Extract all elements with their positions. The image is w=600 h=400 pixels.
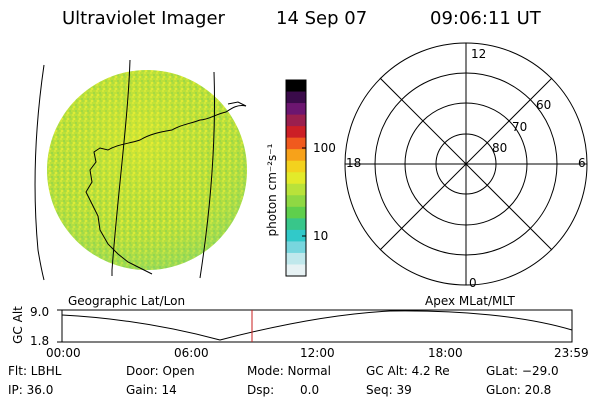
colorbar-swatch [286, 160, 306, 173]
time-tick-0: 00:00 [46, 346, 81, 360]
meridian-line [34, 64, 45, 281]
lat-label-70: 70 [512, 120, 528, 134]
y-max-label: 9.0 [30, 305, 50, 319]
y-min-label: 1.8 [30, 334, 50, 348]
colorbar-swatch [286, 114, 306, 127]
colorbar-unit-label: photon cm⁻²s⁻¹ [265, 143, 279, 237]
colorbar-swatch [286, 218, 306, 231]
mlt-label-12: 12 [471, 47, 487, 61]
time-label: 09:06:11 UT [430, 8, 541, 29]
ip-info: IP: 36.0 [8, 383, 54, 397]
colorbar-swatch [286, 206, 306, 219]
meridian-line [111, 59, 131, 276]
gain-info: Gain: 14 [126, 383, 177, 397]
colorbar-swatch [286, 103, 306, 116]
colorbar-swatch [286, 183, 306, 196]
mode-info: Mode: Normal [247, 364, 331, 378]
colorbar-swatch [286, 195, 306, 208]
mlt-label-18: 18 [346, 156, 362, 170]
door-info: Door: Open [126, 364, 195, 378]
dsp-label: Dsp: [247, 383, 275, 397]
date-label: 14 Sep 07 [276, 8, 368, 29]
time-tick-3: 18:00 [428, 346, 463, 360]
gc-alt-axis-label: GC Alt [11, 306, 25, 344]
colorbar-swatch [286, 172, 306, 185]
colorbar-swatch [286, 80, 306, 93]
gc-alt-info: GC Alt: 4.2 Re [366, 364, 450, 378]
glat-info: GLat: −29.0 [486, 364, 559, 378]
colorbar-swatch [286, 252, 306, 266]
filter-info: Flt: LBHL [8, 364, 62, 378]
colorbar-swatch [286, 149, 306, 162]
mlt-label-6: 6 [578, 156, 586, 170]
seq-info: Seq: 39 [366, 383, 412, 397]
mlt-label-0: 0 [469, 276, 477, 290]
colorbar [285, 79, 307, 277]
time-tick-2: 12:00 [300, 346, 335, 360]
colorbar-swatch [286, 229, 306, 243]
time-tick-4: 23:59 [554, 346, 589, 360]
colorbar-swatch [286, 264, 306, 277]
glon-info: GLon: 20.8 [486, 383, 552, 397]
apex-label: Apex MLat/MLT [425, 294, 515, 308]
colorbar-swatch [286, 91, 306, 104]
colorbar-swatch [286, 241, 306, 254]
colorbar-swatch [286, 126, 306, 139]
altitude-plot [57, 309, 573, 343]
lat-label-80: 80 [492, 141, 508, 155]
colorbar-border [285, 79, 307, 277]
lat-label-60: 60 [536, 98, 552, 112]
polar-grid [344, 42, 588, 286]
meridian-line [199, 71, 215, 279]
colorbar-swatch [286, 137, 306, 150]
colorbar-tick-10: 10 [313, 229, 329, 243]
coastline-outline [85, 105, 247, 275]
geographic-overlay [34, 59, 247, 281]
altitude-curve [61, 310, 573, 341]
time-tick-1: 06:00 [174, 346, 209, 360]
instrument-title: Ultraviolet Imager [62, 8, 225, 29]
coastline-outline [227, 101, 247, 107]
dsp-value: 0.0 [300, 383, 320, 397]
colorbar-tick-100: 100 [313, 141, 336, 155]
uv-image [47, 70, 247, 270]
geographic-label: Geographic Lat/Lon [68, 294, 186, 308]
